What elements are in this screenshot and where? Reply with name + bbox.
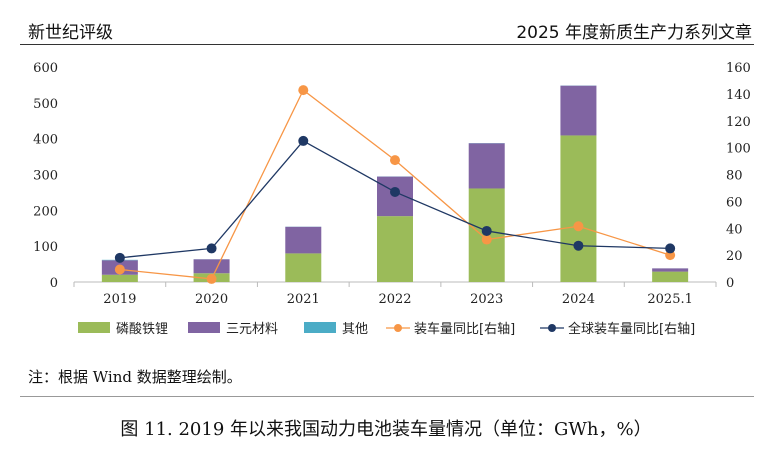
line-point [206,243,217,254]
y-tick-label: 300 [33,169,58,184]
y-tick-label: 400 [33,133,58,148]
line-point [114,252,125,263]
y2-tick-label: 100 [726,142,751,157]
y-tick-label: 0 [50,276,58,291]
header-left: 新世纪评级 [28,23,113,43]
y2-tick-label: 140 [726,88,751,103]
legend-label: 装车量同比[右轴] [414,321,515,337]
legend-label: 全球装车量同比[右轴] [568,321,695,337]
line-point [206,273,217,284]
source-note: 注：根据 Wind 数据整理绘制。 [28,368,242,386]
x-tick-label: 2019 [103,292,136,307]
y-tick-label: 100 [33,240,58,255]
x-tick-label: 2023 [470,292,503,307]
divider [20,396,754,397]
line-point [114,264,125,275]
bar-segment [652,271,689,282]
line-point [573,240,584,251]
y2-tick-label: 40 [726,222,743,237]
legend-swatch [188,322,220,333]
line-point [573,221,584,232]
header-right: 2025 年度新质生产力系列文章 [516,23,752,43]
bar-segment [468,143,505,189]
bar-segment [560,85,597,136]
legend-label: 其他 [342,322,368,337]
header-rule [20,44,754,45]
bar-segment [285,226,322,254]
y2-tick-label: 20 [726,249,743,264]
line-point [298,135,309,146]
y-tick-label: 600 [33,61,58,76]
y-tick-label: 500 [33,97,58,112]
legend-swatch [304,322,336,333]
x-tick-label: 2021 [287,292,320,307]
legend-label: 磷酸铁锂 [116,322,168,337]
chart: 0 100 200 300 400 500 600 0 20 40 60 80 100 120 140 160… [33,61,751,337]
x-tick-label: 2024 [562,292,595,307]
figure-caption: 图 11. 2019 年以来我国动力电池装车量情况（单位：GWh，%） [120,419,652,440]
y2-tick-label: 80 [726,169,743,184]
bar-segment [193,259,230,274]
legend-marker [548,324,556,332]
x-tick-label: 2022 [378,292,411,307]
x-tick-label: 2025.1 [647,292,693,307]
line-point [298,85,309,96]
x-tick-label: 2020 [195,292,228,307]
legend-label: 三元材料 [226,322,278,337]
y2-tick-label: 60 [726,195,743,210]
line-point [390,155,400,166]
legend-swatch [78,322,110,333]
line-point [665,243,676,254]
bar-segment [560,135,597,282]
bar-segment [285,253,322,282]
line-point [390,186,400,197]
y2-tick-label: 0 [726,276,734,291]
bar-segment [101,274,138,282]
y-tick-label: 200 [33,204,58,219]
line-point [481,234,492,245]
bar-segment [377,216,413,282]
y2-tick-label: 120 [726,115,751,130]
y2-tick-label: 160 [726,61,751,76]
bar-segment [652,268,689,272]
line-point [481,225,492,236]
legend-marker [394,324,402,332]
